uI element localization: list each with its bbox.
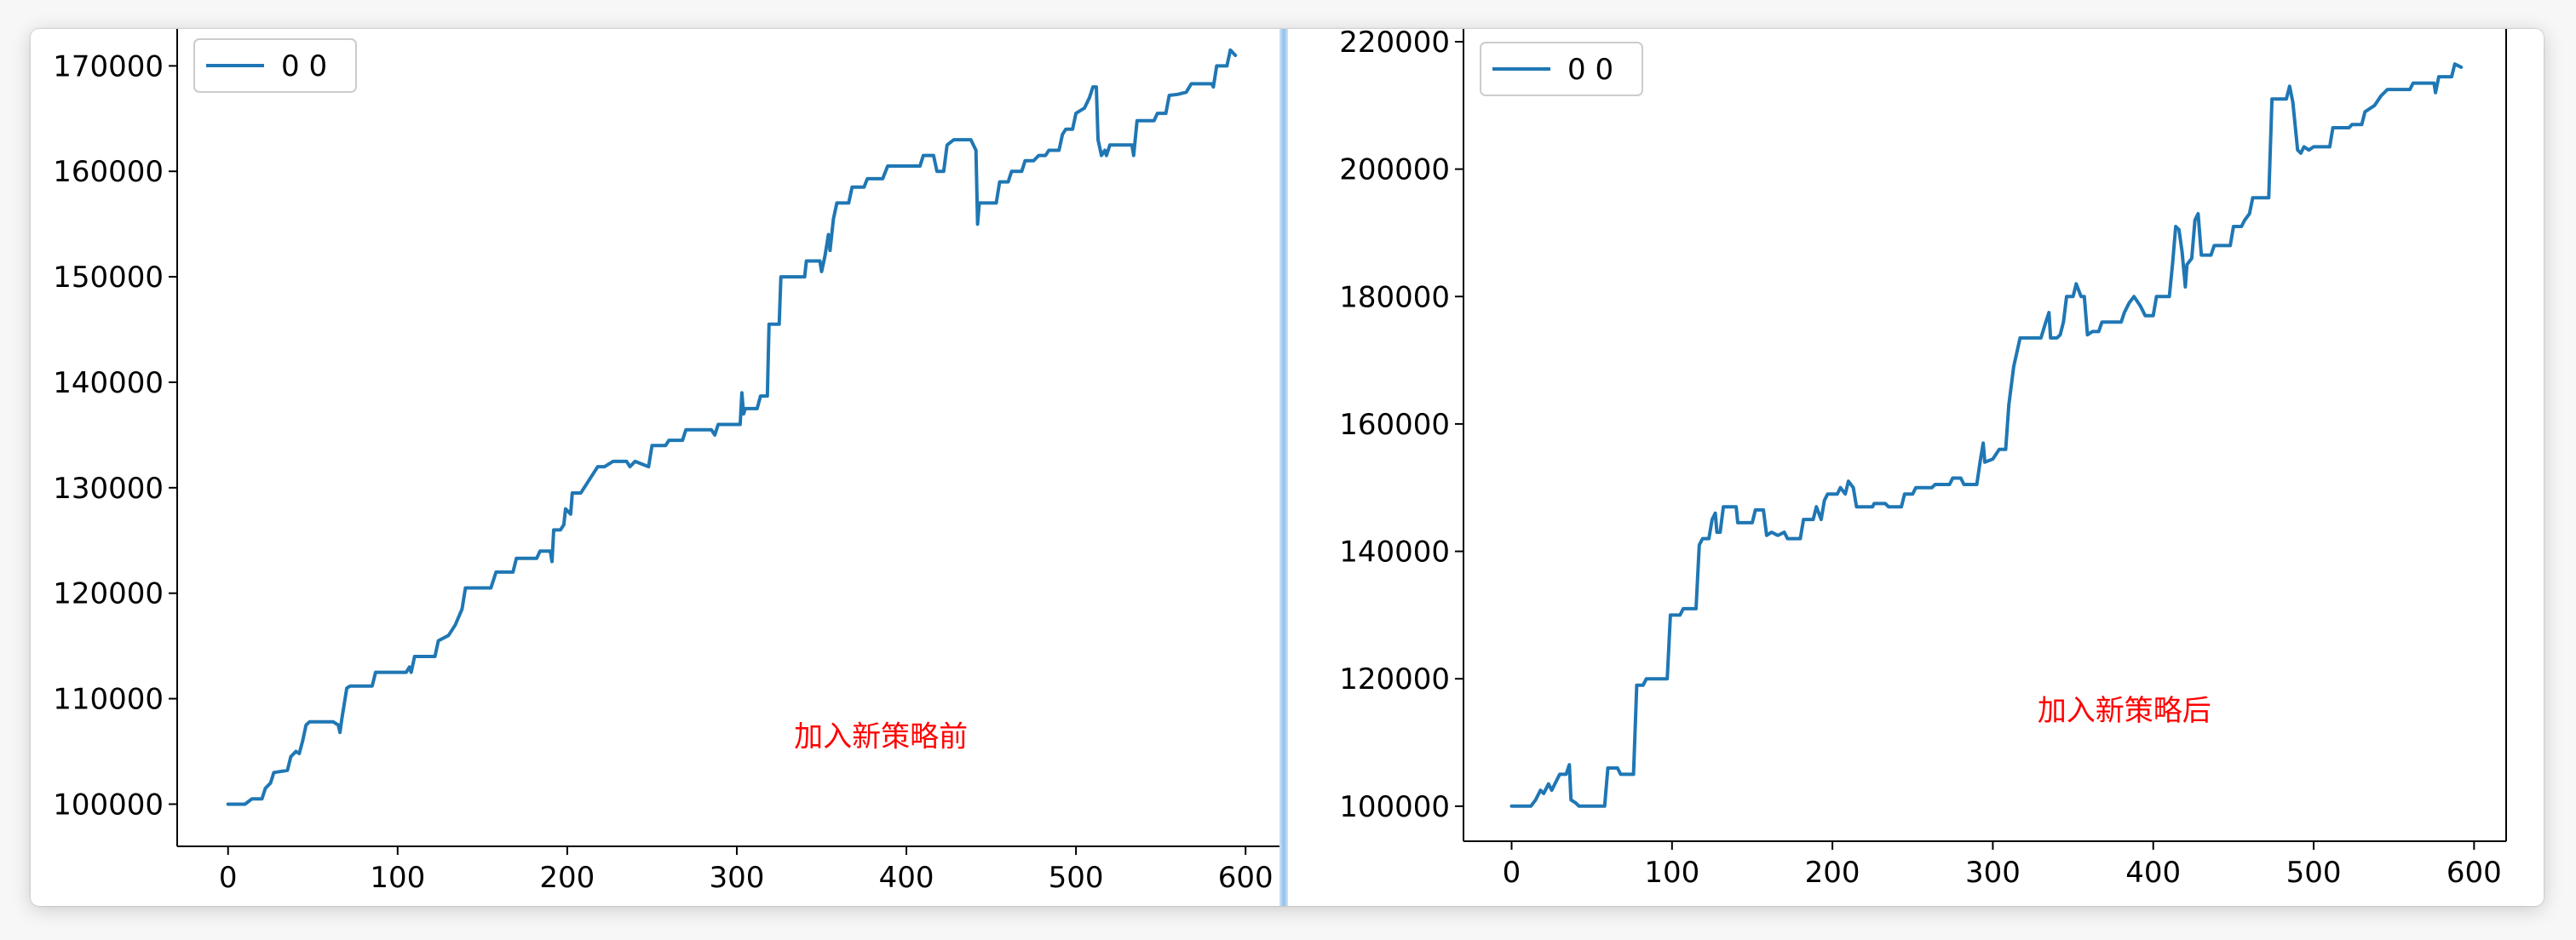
x-tick-label: 500	[1049, 861, 1104, 895]
y-tick-label: 100000	[1339, 790, 1450, 824]
y-tick-label: 150000	[53, 261, 164, 295]
y-tick-label: 180000	[1339, 280, 1450, 314]
x-tick-label: 400	[2125, 856, 2181, 890]
y-tick-label: 100000	[53, 788, 164, 822]
series-line	[1509, 62, 2464, 808]
x-tick-label: 600	[1218, 861, 1274, 895]
annotation-text: 加入新策略前	[794, 719, 968, 754]
panel-divider[interactable]	[1279, 29, 1288, 906]
y-tick-label: 220000	[1339, 29, 1450, 60]
chart-after: 100000 120000 140000 160000 180000 200000 2200…	[1339, 29, 2507, 890]
screenshot-window: 100000 110000 120000 130000 140000 150000 1600…	[31, 29, 2544, 906]
x-tick-label: 200	[539, 861, 595, 895]
series-line	[226, 48, 1238, 806]
y-tick-label: 200000	[1339, 153, 1450, 187]
chart-before: 100000 110000 120000 130000 140000 150000 1600…	[53, 29, 1279, 895]
legend-box	[1480, 42, 1643, 96]
x-tick-label: 500	[2286, 856, 2342, 890]
y-tick-label: 140000	[1339, 536, 1450, 570]
x-tick-label: 200	[1805, 856, 1860, 890]
x-tick-label: 0	[219, 861, 238, 895]
x-tick-label: 300	[710, 861, 765, 895]
x-tick-label: 600	[2447, 856, 2502, 890]
legend-label: 0 0	[281, 49, 327, 83]
x-tick-label: 0	[1503, 856, 1521, 890]
x-tick-label: 100	[1644, 856, 1699, 890]
legend: 0 0	[193, 38, 357, 93]
x-tick-label: 100	[370, 861, 425, 895]
x-tick-label: 300	[1965, 856, 2021, 890]
y-tick-label: 120000	[1339, 662, 1450, 696]
y-tick-label: 160000	[1339, 408, 1450, 442]
y-tick-label: 170000	[53, 49, 164, 83]
legend-box	[193, 38, 357, 93]
y-tick-label: 110000	[53, 683, 164, 717]
x-tick-label: 400	[879, 861, 934, 895]
legend: 0 0	[1480, 42, 1643, 96]
y-tick-label: 130000	[53, 472, 164, 506]
annotation-text: 加入新策略后	[2038, 694, 2211, 728]
y-tick-label: 140000	[53, 366, 164, 400]
legend-label: 0 0	[1567, 53, 1613, 87]
y-tick-label: 120000	[53, 577, 164, 611]
y-tick-label: 160000	[53, 155, 164, 189]
